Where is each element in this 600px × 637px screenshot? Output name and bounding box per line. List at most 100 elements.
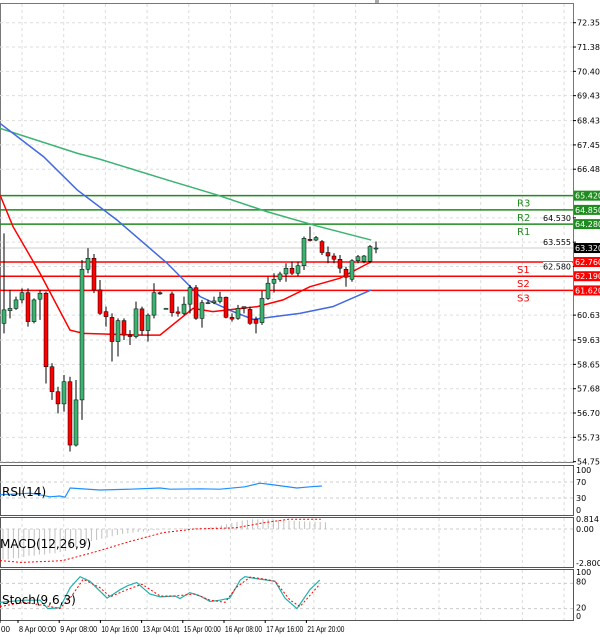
candle-bearish bbox=[247, 309, 253, 324]
candle-bullish bbox=[37, 292, 43, 300]
candle-bearish bbox=[223, 296, 229, 318]
candle-bullish bbox=[277, 273, 283, 280]
candle-bearish bbox=[241, 306, 247, 309]
price-tick-label: 71.380 bbox=[577, 43, 600, 52]
rsi-tick-label: 30 bbox=[576, 494, 586, 503]
candle-bullish bbox=[235, 308, 241, 319]
candle-bearish bbox=[49, 366, 55, 392]
level-label-s3: S3 bbox=[517, 293, 530, 304]
candle-bullish bbox=[7, 308, 13, 311]
rsi-label: RSI(14) bbox=[2, 485, 46, 499]
price-tick-label: 67.455 bbox=[577, 141, 600, 150]
candle-bullish bbox=[271, 278, 277, 284]
candle-bearish bbox=[25, 292, 31, 322]
slow-ma-line bbox=[0, 127, 372, 241]
level-price-tag-text: 65.420 bbox=[575, 192, 600, 201]
price-tick-label: 62.580 bbox=[543, 262, 571, 271]
candle-bullish bbox=[115, 320, 121, 342]
level-price-tag bbox=[574, 285, 600, 296]
candle-bearish bbox=[229, 317, 235, 320]
price-tick-label: 57.680 bbox=[577, 385, 600, 394]
candle-bearish bbox=[139, 308, 145, 331]
candle-bullish bbox=[373, 247, 379, 250]
candle-bullish bbox=[163, 308, 169, 310]
level-price-tag-text: 61.620 bbox=[575, 286, 600, 295]
macd-tick-label: -2.8009 bbox=[576, 559, 600, 568]
candle-bullish bbox=[199, 302, 205, 319]
candle-bullish bbox=[19, 292, 25, 301]
candle-bearish bbox=[175, 311, 181, 314]
candle-bullish bbox=[181, 303, 187, 314]
macd-tick-label: 0.814 bbox=[576, 515, 599, 524]
candle-bullish bbox=[151, 292, 157, 316]
price-tick-label-backing bbox=[543, 261, 572, 271]
time-label: 13 Apr 04:01 bbox=[143, 625, 180, 634]
price-tick-label-backing bbox=[543, 237, 572, 247]
candle-bullish bbox=[349, 260, 355, 280]
time-label: 16 Apr 08:00 bbox=[225, 625, 262, 634]
candle-bullish bbox=[133, 308, 139, 337]
candles bbox=[1, 226, 379, 452]
fast-ma-line bbox=[0, 194, 372, 336]
candle-bullish bbox=[13, 299, 19, 309]
candle-bearish bbox=[109, 317, 115, 342]
level-price-tag-text: 62.190 bbox=[575, 272, 600, 281]
candle-bullish bbox=[265, 282, 271, 299]
mid-ma-line bbox=[0, 122, 372, 321]
indicator-pane-frame bbox=[0, 465, 574, 516]
candle-bullish bbox=[79, 268, 85, 401]
candle-bearish bbox=[127, 334, 133, 337]
stoch-signal-line bbox=[0, 576, 321, 610]
current-price-tag bbox=[574, 243, 600, 254]
candle-bearish bbox=[337, 259, 343, 269]
price-tick-label: 54.755 bbox=[577, 458, 600, 467]
time-label: 15 Apr 00:00 bbox=[184, 625, 221, 634]
candle-bearish bbox=[97, 289, 103, 314]
stoch-tick-label: 80 bbox=[576, 577, 586, 586]
rsi-tick-label: 0 bbox=[576, 506, 581, 515]
candle-bearish bbox=[67, 381, 73, 446]
candle-bearish bbox=[55, 391, 61, 405]
candle-bullish bbox=[217, 296, 223, 302]
price-tick-label: 56.705 bbox=[577, 409, 600, 418]
level-price-tag bbox=[574, 256, 600, 267]
level-price-tag-text: 62.760 bbox=[575, 258, 600, 267]
candle-bullish bbox=[313, 237, 319, 241]
time-axis: 00 8 Apr 00:00 9 Apr 08:00 10 Apr 16:00 13 A… bbox=[0, 620, 345, 634]
moving-averages bbox=[0, 122, 372, 336]
time-label: 8 Apr 00:00 bbox=[19, 625, 56, 634]
time-label: 9 Apr 08:00 bbox=[60, 625, 97, 634]
rsi-line bbox=[0, 482, 322, 498]
current-price-tag-text: 63.320 bbox=[575, 244, 600, 253]
candle-bullish bbox=[31, 299, 37, 322]
time-label: 17 Apr 16:00 bbox=[266, 625, 303, 634]
candle-bearish bbox=[43, 292, 49, 367]
candle-bullish bbox=[283, 267, 289, 275]
level-label-s2: S2 bbox=[517, 279, 530, 290]
candle-bearish bbox=[253, 319, 259, 324]
level-label-r1: R1 bbox=[517, 227, 530, 238]
candle-bearish bbox=[91, 258, 97, 291]
stoch-tick-label: 20 bbox=[576, 604, 586, 613]
time-label: 10 Apr 16:00 bbox=[101, 625, 138, 634]
candle-bearish bbox=[325, 252, 331, 257]
candle-bullish bbox=[259, 298, 265, 323]
candle-bullish bbox=[73, 399, 79, 446]
price-axis: 72.355 71.380 70.405 69.430 68.430 67.455 66.4… bbox=[543, 19, 600, 467]
support-resistance-levels: R3 R2 R1 S1 S2 S3 bbox=[0, 194, 573, 304]
time-label: 21 Apr 20:00 bbox=[307, 625, 344, 634]
candle-bearish bbox=[319, 241, 325, 253]
candle-bearish bbox=[103, 311, 109, 317]
grid bbox=[0, 0, 574, 621]
candle-bullish bbox=[1, 309, 7, 324]
price-tick-label: 66.480 bbox=[577, 165, 600, 174]
price-tick-label: 68.430 bbox=[577, 117, 600, 126]
price-tick-label: 63.555 bbox=[543, 238, 571, 247]
candle-bullish bbox=[61, 381, 67, 405]
price-tick-label-backing bbox=[543, 213, 572, 223]
stoch-label: Stoch(9,6,3) bbox=[2, 593, 76, 607]
level-price-tag bbox=[574, 204, 600, 215]
